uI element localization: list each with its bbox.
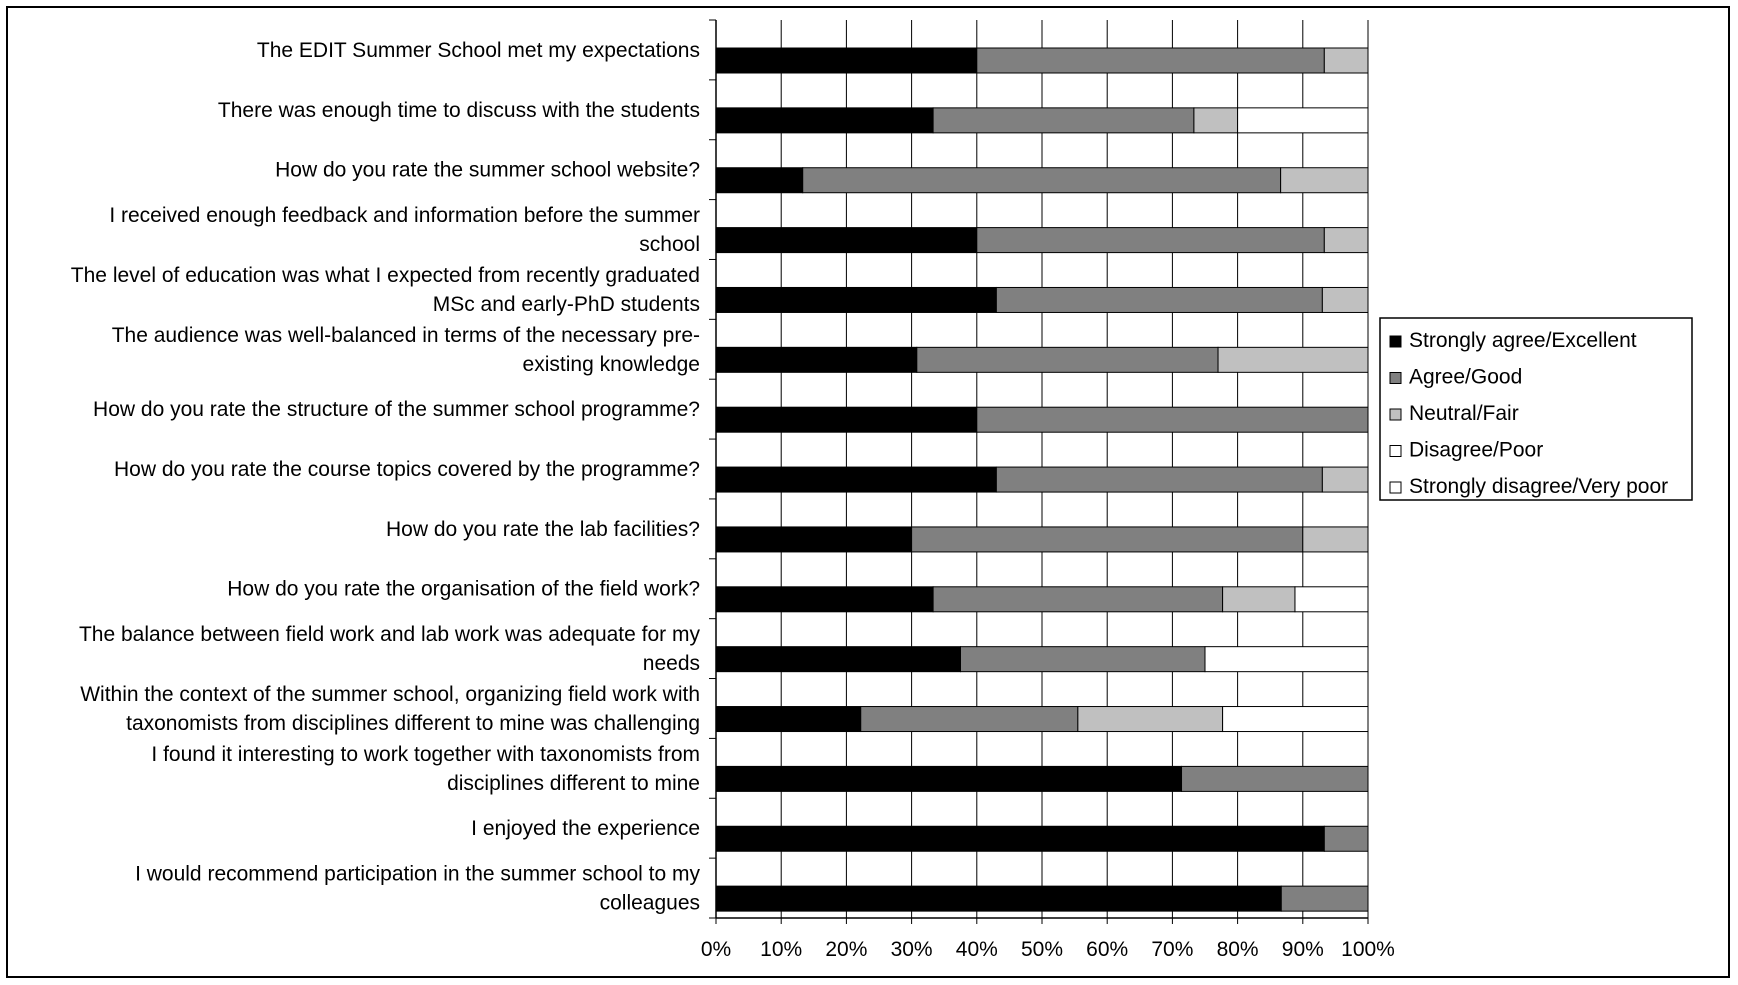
category-label: There was enough time to discuss with th… — [218, 99, 700, 122]
category-label: school — [639, 233, 700, 256]
bars — [715, 47, 1369, 912]
bar-segment-row6-series0 — [715, 406, 978, 433]
category-label: disciplines different to mine — [447, 772, 700, 795]
category-label: I received enough feedback and informati… — [109, 204, 700, 227]
bar-segment-row2-series0 — [715, 167, 804, 194]
bar-segment-row9-series1 — [932, 586, 1224, 613]
category-label: How do you rate the course topics covere… — [114, 458, 700, 481]
bar-segment-row0-series0 — [715, 47, 978, 74]
bar-segment-row4-series1 — [995, 286, 1323, 313]
bar-segment-row8-series1 — [911, 526, 1304, 553]
category-label: existing knowledge — [523, 353, 700, 376]
bar-segment-row9-series0 — [715, 586, 934, 613]
category-label: taxonomists from disciplines different t… — [126, 712, 700, 735]
legend-swatch-1 — [1389, 372, 1402, 384]
bar-segment-row5-series2 — [1217, 346, 1369, 373]
legend-swatch-0 — [1389, 335, 1402, 348]
x-tick-label: 0% — [701, 938, 731, 961]
bar-segment-row6-series1 — [976, 406, 1369, 433]
bar-segment-row14-series1 — [1280, 885, 1369, 912]
bar-segment-row14-series0 — [715, 885, 1282, 912]
legend-label: Strongly agree/Excellent — [1409, 329, 1637, 352]
category-label: The level of education was what I expect… — [71, 264, 700, 287]
bar-segment-row13-series1 — [1323, 825, 1369, 852]
bar-segment-row11-series1 — [860, 706, 1079, 733]
legend-label: Neutral/Fair — [1409, 402, 1519, 425]
legend-swatch-2 — [1389, 408, 1402, 421]
bar-segment-row2-series2 — [1280, 167, 1369, 194]
bar-segment-row7-series1 — [995, 466, 1323, 493]
x-tick-label: 40% — [956, 938, 998, 961]
category-label: needs — [643, 652, 700, 675]
legend-swatch-4 — [1389, 481, 1402, 494]
bar-segment-row0-series1 — [976, 47, 1325, 74]
bar-segment-row1-series3 — [1237, 107, 1369, 134]
category-label: The audience was well-balanced in terms … — [112, 324, 700, 347]
bar-segment-row1-series0 — [715, 107, 934, 134]
x-tick-label: 10% — [760, 938, 802, 961]
axes — [709, 19, 1369, 924]
category-label: The balance between field work and lab w… — [79, 623, 701, 646]
x-tick-label: 80% — [1217, 938, 1259, 961]
bar-segment-row4-series2 — [1321, 286, 1369, 313]
bar-segment-row10-series1 — [960, 646, 1206, 673]
category-label: colleagues — [600, 892, 700, 915]
bar-segment-row3-series1 — [976, 227, 1325, 254]
category-label: I would recommend participation in the s… — [135, 863, 700, 886]
x-tick-label: 70% — [1151, 938, 1193, 961]
bar-segment-row5-series1 — [916, 346, 1219, 373]
bar-segment-row9-series2 — [1222, 586, 1296, 613]
bar-segment-row12-series1 — [1181, 765, 1369, 792]
bar-segment-row11-series3 — [1222, 706, 1369, 733]
x-tick-label: 60% — [1086, 938, 1128, 961]
legend-label: Agree/Good — [1409, 366, 1522, 389]
category-label: Within the context of the summer school,… — [80, 683, 700, 706]
bar-segment-row8-series2 — [1302, 526, 1369, 553]
bar-segment-row3-series2 — [1323, 227, 1369, 254]
bar-segment-row12-series0 — [715, 765, 1183, 792]
category-label: How do you rate the lab facilities? — [386, 518, 700, 541]
x-tick-label: 50% — [1021, 938, 1063, 961]
category-label: I found it interesting to work together … — [151, 743, 700, 766]
legend-label: Strongly disagree/Very poor — [1409, 475, 1668, 498]
bar-segment-row4-series0 — [715, 286, 997, 313]
bar-segment-row10-series0 — [715, 646, 961, 673]
category-label: The EDIT Summer School met my expectatio… — [257, 39, 700, 62]
x-tick-label: 100% — [1341, 938, 1395, 961]
bar-segment-row11-series2 — [1077, 706, 1224, 733]
bar-segment-row2-series1 — [802, 167, 1282, 194]
bar-segment-row3-series0 — [715, 227, 978, 254]
legend: Strongly agree/Excellent Agree/Good Neutra… — [1379, 317, 1693, 501]
category-label: I enjoyed the experience — [471, 817, 700, 840]
bar-segment-row13-series0 — [715, 825, 1325, 852]
bar-segment-row1-series2 — [1193, 107, 1239, 134]
x-tick-label: 20% — [825, 938, 867, 961]
bar-segment-row5-series0 — [715, 346, 918, 373]
bar-segment-row8-series0 — [715, 526, 913, 553]
x-tick-label: 90% — [1282, 938, 1324, 961]
x-tick-labels: 0% 10% 20% 30% 40% 50% 60% 70% 80% 90% 100% — [701, 938, 1395, 961]
bar-segment-row11-series0 — [715, 706, 862, 733]
category-label: How do you rate the organisation of the … — [227, 578, 700, 601]
category-label: MSc and early-PhD students — [433, 293, 700, 316]
category-label: How do you rate the structure of the sum… — [93, 398, 700, 421]
bar-segment-row9-series3 — [1294, 586, 1369, 613]
category-label: How do you rate the summer school websit… — [275, 159, 700, 182]
x-tick-label: 30% — [891, 938, 933, 961]
bar-segment-row0-series2 — [1323, 47, 1369, 74]
legend-box — [1379, 317, 1693, 501]
legend-label: Disagree/Poor — [1409, 439, 1543, 462]
category-labels: The EDIT Summer School met my expectatio… — [71, 39, 701, 915]
bar-segment-row1-series1 — [932, 107, 1195, 134]
bar-segment-row10-series3 — [1204, 646, 1369, 673]
bar-segment-row7-series0 — [715, 466, 997, 493]
legend-swatch-3 — [1389, 445, 1402, 457]
bar-segment-row7-series2 — [1321, 466, 1369, 493]
